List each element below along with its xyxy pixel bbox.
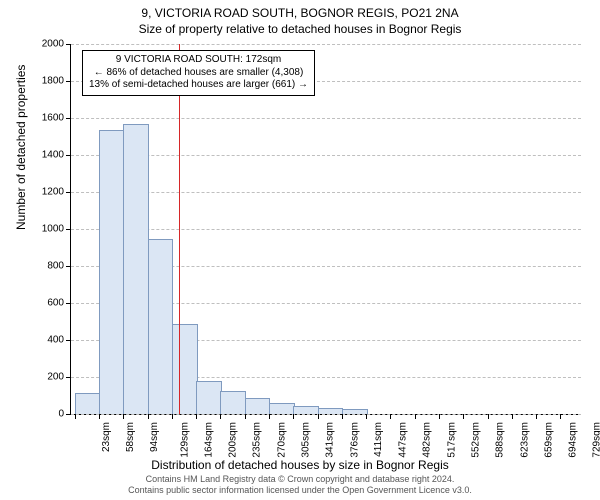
xtick-mark — [123, 414, 124, 419]
annotation-line: 9 VICTORIA ROAD SOUTH: 172sqm — [89, 54, 308, 67]
xtick-mark — [196, 414, 197, 419]
xtick-mark — [172, 414, 173, 419]
xtick-label: 376sqm — [349, 422, 360, 458]
histogram-bar — [269, 403, 295, 414]
ytick-label: 600 — [47, 298, 64, 309]
ytick-mark — [66, 340, 71, 341]
grid-line — [71, 44, 581, 45]
xtick-label: 270sqm — [276, 422, 287, 458]
histogram-bar — [99, 130, 125, 414]
grid-line — [71, 118, 581, 119]
xtick-label: 164sqm — [203, 422, 214, 458]
marker-line — [179, 44, 180, 414]
xtick-label: 94sqm — [149, 422, 160, 452]
xtick-mark — [390, 414, 391, 419]
xtick-mark — [148, 414, 149, 419]
histogram-bar — [293, 406, 319, 414]
footer-attribution: Contains HM Land Registry data © Crown c… — [0, 474, 600, 496]
histogram-bar — [220, 391, 246, 414]
ytick-mark — [66, 229, 71, 230]
xtick-label: 552sqm — [471, 422, 482, 458]
histogram-bar — [75, 393, 101, 414]
xtick-mark — [269, 414, 270, 419]
xtick-label: 517sqm — [446, 422, 457, 458]
annotation-box: 9 VICTORIA ROAD SOUTH: 172sqm← 86% of de… — [82, 50, 315, 96]
xtick-label: 411sqm — [373, 422, 384, 457]
xtick-mark — [318, 414, 319, 419]
ytick-mark — [66, 266, 71, 267]
ytick-label: 1400 — [42, 150, 64, 161]
xtick-label: 129sqm — [179, 422, 190, 458]
xtick-mark — [415, 414, 416, 419]
xtick-mark — [488, 414, 489, 419]
ytick-label: 800 — [47, 261, 64, 272]
histogram-bar — [318, 408, 344, 414]
histogram-bar — [172, 324, 198, 414]
ytick-label: 1600 — [42, 113, 64, 124]
x-axis-label: Distribution of detached houses by size … — [0, 458, 600, 472]
histogram-bar — [123, 124, 149, 414]
ytick-label: 400 — [47, 335, 64, 346]
xtick-mark — [75, 414, 76, 419]
histogram-bar — [245, 398, 271, 414]
xtick-mark — [342, 414, 343, 419]
plot-area — [70, 44, 581, 415]
chart-subtitle: Size of property relative to detached ho… — [0, 22, 600, 36]
xtick-label: 235sqm — [252, 422, 263, 458]
xtick-label: 659sqm — [543, 422, 554, 458]
ytick-label: 200 — [47, 372, 64, 383]
xtick-label: 588sqm — [495, 422, 506, 458]
xtick-mark — [99, 414, 100, 419]
ytick-label: 1800 — [42, 76, 64, 87]
xtick-mark — [560, 414, 561, 419]
ytick-mark — [66, 192, 71, 193]
xtick-label: 694sqm — [568, 422, 579, 458]
ytick-mark — [66, 303, 71, 304]
xtick-label: 482sqm — [422, 422, 433, 458]
annotation-line: ← 86% of detached houses are smaller (4,… — [89, 67, 308, 80]
ytick-label: 1000 — [42, 224, 64, 235]
xtick-mark — [536, 414, 537, 419]
xtick-mark — [293, 414, 294, 419]
xtick-label: 58sqm — [125, 422, 136, 452]
ytick-label: 0 — [58, 409, 64, 420]
chart-title: 9, VICTORIA ROAD SOUTH, BOGNOR REGIS, PO… — [0, 6, 600, 20]
xtick-label: 305sqm — [301, 422, 312, 458]
ytick-mark — [66, 155, 71, 156]
ytick-mark — [66, 118, 71, 119]
ytick-mark — [66, 377, 71, 378]
y-axis-label: Number of detached properties — [14, 65, 28, 230]
ytick-mark — [66, 414, 71, 415]
histogram-bar — [148, 239, 174, 414]
ytick-mark — [66, 81, 71, 82]
xtick-label: 447sqm — [398, 422, 409, 458]
xtick-mark — [366, 414, 367, 419]
xtick-label: 23sqm — [101, 422, 112, 452]
annotation-line: 13% of semi-detached houses are larger (… — [89, 79, 308, 92]
ytick-label: 2000 — [42, 39, 64, 50]
xtick-label: 729sqm — [592, 422, 600, 458]
xtick-mark — [463, 414, 464, 419]
footer-line-2: Contains public sector information licen… — [0, 485, 600, 496]
xtick-mark — [512, 414, 513, 419]
xtick-label: 623sqm — [519, 422, 530, 458]
ytick-mark — [66, 44, 71, 45]
xtick-label: 341sqm — [325, 422, 336, 458]
xtick-label: 200sqm — [228, 422, 239, 458]
histogram-bar — [196, 381, 222, 414]
xtick-mark — [245, 414, 246, 419]
xtick-mark — [439, 414, 440, 419]
histogram-bar — [342, 409, 368, 414]
xtick-mark — [220, 414, 221, 419]
footer-line-1: Contains HM Land Registry data © Crown c… — [0, 474, 600, 485]
ytick-label: 1200 — [42, 187, 64, 198]
